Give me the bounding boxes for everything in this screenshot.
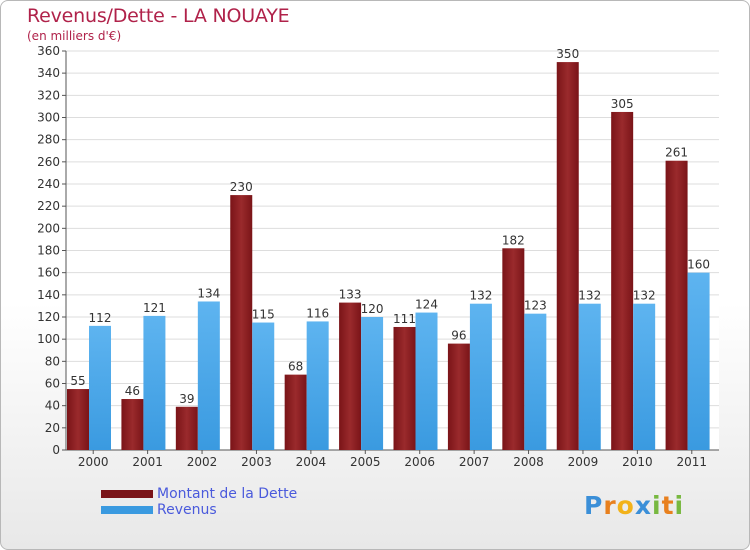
bar-revenue — [687, 272, 710, 450]
logo-letter: P — [584, 491, 604, 520]
bar-revenue — [143, 315, 166, 450]
bar-revenue — [306, 321, 329, 450]
chart-subtitle: (en milliers d'€) — [27, 29, 122, 43]
x-tick-label: 2005 — [350, 455, 381, 469]
legend-swatch-revenue — [101, 506, 153, 514]
logo-letter: i — [674, 491, 685, 520]
data-label-revenue: 132 — [469, 289, 492, 303]
x-tick-label: 2009 — [568, 455, 599, 469]
x-tick-label: 2000 — [78, 455, 109, 469]
x-tick-label: 2011 — [677, 455, 708, 469]
y-tick-label: 260 — [37, 155, 60, 169]
data-label-debt: 68 — [288, 360, 303, 374]
y-tick-label: 40 — [45, 399, 60, 413]
logo-letter: x — [634, 491, 652, 520]
bar-debt — [230, 195, 253, 450]
legend-label-revenue: Revenus — [157, 502, 217, 518]
data-label-revenue: 123 — [524, 299, 547, 313]
data-label-revenue: 120 — [361, 302, 384, 316]
data-label-revenue: 134 — [197, 286, 220, 300]
y-tick-label: 220 — [37, 199, 60, 213]
data-label-revenue: 115 — [252, 308, 275, 322]
data-label-debt: 261 — [665, 146, 688, 160]
data-label-revenue: 132 — [633, 289, 656, 303]
data-label-revenue: 112 — [89, 311, 112, 325]
y-tick-label: 320 — [37, 88, 60, 102]
logo-letter: r — [603, 491, 617, 520]
bar-revenue — [197, 301, 220, 450]
bar-debt — [121, 399, 144, 450]
data-label-revenue: 121 — [143, 301, 166, 315]
bar-debt — [447, 343, 470, 450]
x-tick-label: 2003 — [241, 455, 272, 469]
y-tick-label: 80 — [45, 354, 60, 368]
data-label-debt: 182 — [502, 233, 525, 247]
legend-label-debt: Montant de la Dette — [157, 486, 298, 502]
y-tick-label: 280 — [37, 133, 60, 147]
bar-debt — [502, 248, 525, 450]
x-tick-label: 2010 — [622, 455, 653, 469]
data-label-revenue: 132 — [578, 289, 601, 303]
bar-debt — [611, 111, 634, 450]
x-tick-label: 2002 — [187, 455, 218, 469]
legend-swatch-debt — [101, 490, 153, 498]
data-label-debt: 133 — [339, 288, 362, 302]
data-label-revenue: 124 — [415, 298, 438, 312]
x-tick-label: 2004 — [296, 455, 327, 469]
y-tick-label: 200 — [37, 221, 60, 235]
chart-title: Revenus/Dette - LA NOUAYE — [27, 5, 290, 27]
y-tick-label: 120 — [37, 310, 60, 324]
data-label-debt: 39 — [179, 392, 194, 406]
bar-debt — [175, 406, 198, 450]
y-tick-label: 60 — [45, 377, 60, 391]
y-tick-label: 240 — [37, 177, 60, 191]
data-label-debt: 55 — [70, 374, 85, 388]
y-tick-label: 0 — [52, 443, 60, 457]
y-tick-label: 340 — [37, 66, 60, 80]
y-tick-label: 140 — [37, 288, 60, 302]
logo-letter: t — [661, 491, 675, 520]
y-tick-label: 180 — [37, 244, 60, 258]
data-label-debt: 96 — [451, 329, 466, 343]
x-tick-label: 2007 — [459, 455, 490, 469]
bar-revenue — [415, 312, 438, 450]
bar-revenue — [89, 325, 111, 450]
bar-revenue — [252, 322, 275, 450]
logo-letter: o — [616, 491, 635, 520]
bar-debt — [665, 160, 688, 450]
y-tick-label: 300 — [37, 111, 60, 125]
x-tick-label: 2001 — [132, 455, 163, 469]
data-label-debt: 350 — [556, 47, 579, 61]
data-label-debt: 111 — [393, 312, 416, 326]
bar-revenue — [469, 303, 492, 450]
data-label-revenue: 160 — [687, 258, 710, 272]
bar-debt — [393, 326, 416, 450]
bar-debt — [284, 374, 307, 450]
bar-revenue — [361, 317, 384, 450]
x-tick-label: 2006 — [404, 455, 435, 469]
proxiti-logo: Proxiti — [584, 491, 684, 520]
y-tick-label: 160 — [37, 266, 60, 280]
data-label-debt: 305 — [611, 97, 634, 111]
bar-revenue — [633, 303, 656, 450]
y-tick-label: 20 — [45, 421, 60, 435]
data-label-debt: 230 — [230, 180, 253, 194]
bar-debt — [67, 389, 89, 450]
data-label-revenue: 116 — [306, 306, 329, 320]
bar-revenue — [578, 303, 601, 450]
y-tick-label: 360 — [37, 44, 60, 58]
bar-debt — [556, 62, 579, 450]
logo-letter: i — [652, 491, 662, 520]
y-tick-label: 100 — [37, 332, 60, 346]
bar-debt — [339, 302, 362, 450]
data-label-debt: 46 — [125, 384, 140, 398]
bar-revenue — [524, 313, 547, 450]
x-tick-label: 2008 — [513, 455, 544, 469]
